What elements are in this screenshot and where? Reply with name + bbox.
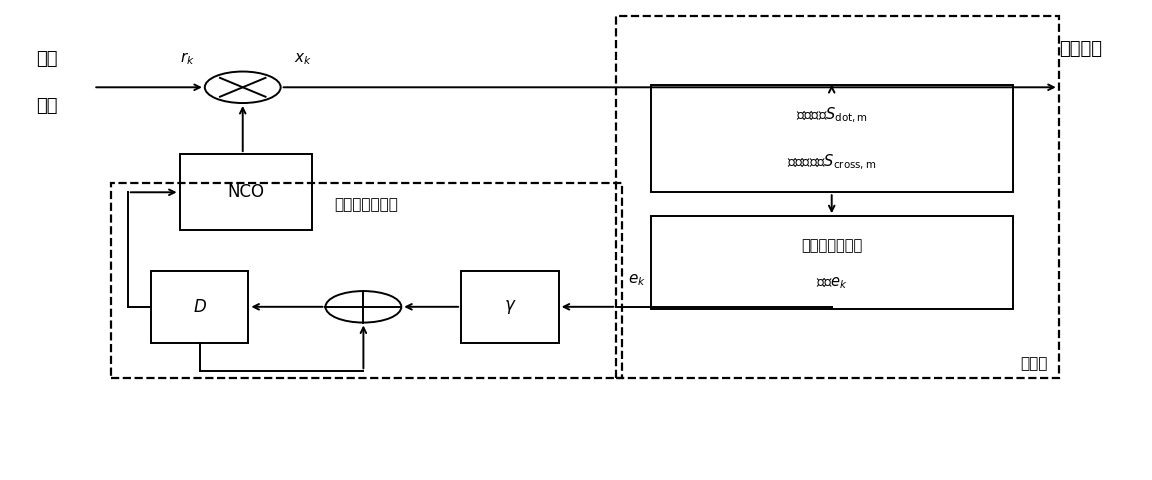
Bar [180, 154, 312, 230]
Text: $e_k$: $e_k$ [628, 272, 645, 288]
Text: NCO: NCO [227, 183, 264, 201]
Bar [616, 16, 1059, 378]
Bar [651, 85, 1013, 192]
Text: 信号: 信号 [36, 97, 58, 115]
Text: 点积分量$S_\mathrm{dot,m}$: 点积分量$S_\mathrm{dot,m}$ [796, 105, 867, 125]
Text: 输入: 输入 [36, 49, 58, 68]
Text: 输出信号: 输出信号 [1059, 40, 1101, 58]
Text: $x_k$: $x_k$ [295, 51, 312, 67]
Text: 和叉积分量$S_\mathrm{cross,m}$: 和叉积分量$S_\mathrm{cross,m}$ [787, 153, 877, 172]
Text: 出量$e_k$: 出量$e_k$ [816, 276, 848, 291]
Text: 一阶环路滤波器: 一阶环路滤波器 [334, 197, 399, 212]
Text: 计算鉴频器的输: 计算鉴频器的输 [801, 239, 863, 253]
Text: $\gamma$: $\gamma$ [503, 298, 516, 316]
Text: $r_k$: $r_k$ [180, 50, 195, 67]
Text: 鉴频器: 鉴频器 [1020, 357, 1047, 372]
Bar [651, 216, 1013, 309]
Bar [461, 271, 559, 343]
Bar [111, 183, 622, 378]
Bar [151, 271, 249, 343]
Text: $D$: $D$ [192, 298, 206, 316]
